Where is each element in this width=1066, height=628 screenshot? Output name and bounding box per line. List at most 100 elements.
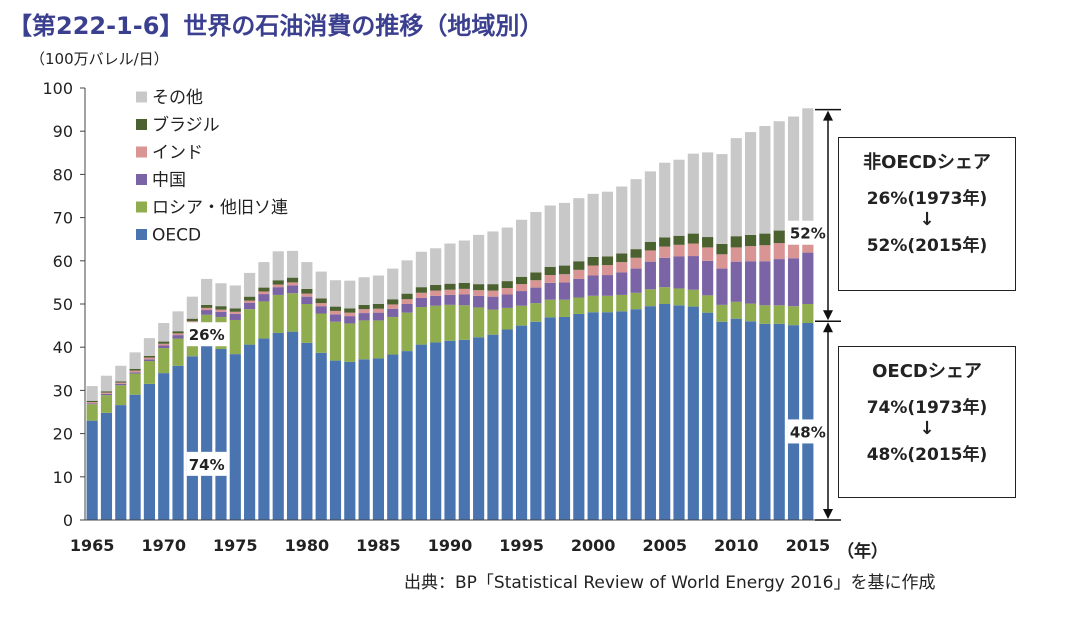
- bar-segment: [286, 285, 299, 294]
- bar-segment: [773, 305, 785, 324]
- bar-segment: [616, 262, 628, 273]
- bar-segment: [430, 290, 442, 296]
- bar-segment: [458, 294, 470, 306]
- bar-segment: [616, 272, 628, 295]
- bar-segment: [687, 306, 699, 520]
- bar-segment: [659, 162, 671, 238]
- bar-segment: [759, 323, 771, 520]
- arrow-up-icon: [823, 322, 833, 333]
- bar-segment: [115, 382, 127, 384]
- bar-segment: [158, 373, 170, 520]
- bar-segment: [444, 340, 456, 520]
- bar-segment: [401, 351, 413, 520]
- bar-segment: [644, 306, 656, 520]
- bar-segment: [473, 337, 485, 520]
- bar-segment: [258, 338, 270, 520]
- bar-segment: [659, 246, 671, 258]
- bar-segment: [644, 241, 656, 251]
- bar-segment: [745, 234, 757, 247]
- bar-segment: [616, 186, 628, 254]
- bar-segment: [458, 282, 470, 289]
- bar-segment: [115, 405, 127, 520]
- bar-segment: [759, 305, 771, 324]
- bar-segment: [358, 320, 370, 360]
- bar-segment: [444, 243, 456, 284]
- bar-segment: [344, 312, 356, 317]
- bar-segment: [759, 245, 771, 262]
- bar-segment: [244, 309, 256, 345]
- bar-segment: [329, 306, 342, 311]
- annotation-box: [186, 451, 227, 476]
- x-tick-label: 1975: [213, 536, 258, 555]
- y-tick-label: 10: [53, 468, 73, 487]
- bar-segment: [201, 345, 213, 520]
- bar-segment: [587, 256, 599, 266]
- bar-segment: [787, 258, 800, 307]
- bar-segment: [458, 288, 470, 295]
- bar-segment: [387, 316, 399, 355]
- bar-segment: [530, 303, 542, 322]
- bar-segment: [601, 275, 614, 296]
- bar-segment: [501, 294, 513, 308]
- bar-segment: [773, 259, 785, 306]
- bar-segment: [544, 266, 556, 276]
- bar-segment: [601, 191, 614, 257]
- bar-segment: [115, 365, 127, 382]
- bar-segment: [100, 391, 113, 393]
- y-tick-label: 40: [53, 338, 73, 357]
- legend-swatch: [136, 229, 147, 240]
- bar-segment: [673, 256, 685, 289]
- bar-segment: [329, 321, 342, 361]
- bar-segment: [86, 402, 98, 404]
- bar-segment: [558, 316, 571, 520]
- bar-segment: [444, 294, 456, 305]
- annotation-box: [787, 220, 828, 245]
- arrow-up-icon: [823, 110, 833, 121]
- bar-segment: [759, 261, 771, 306]
- bar-segment: [515, 219, 528, 277]
- bar-segment: [444, 289, 456, 295]
- y-tick-label: 50: [53, 295, 73, 314]
- bar-segment: [272, 251, 284, 281]
- bar-segment: [244, 272, 256, 297]
- legend-label: ロシア・他旧ソ連: [152, 198, 288, 218]
- oecd-box-2015: 48%(2015年): [866, 445, 988, 465]
- bar-segment: [802, 108, 814, 222]
- bar-segment: [415, 251, 427, 288]
- bar-segment: [315, 298, 327, 304]
- bar-segment: [487, 284, 499, 291]
- chart-title: 【第222-1-6】世界の石油消費の推移（地域別）: [8, 12, 544, 40]
- bar-segment: [344, 308, 356, 313]
- bar-segment: [515, 291, 528, 306]
- bar-segment: [358, 277, 370, 305]
- annotation-box: [787, 419, 828, 444]
- y-tick-label: 70: [53, 209, 73, 228]
- bar-segment: [515, 325, 528, 520]
- bar-segment: [630, 257, 642, 269]
- bar-segment: [244, 344, 256, 520]
- bar-segment: [372, 358, 385, 520]
- x-tick-label: 2015: [786, 536, 831, 555]
- bar-segment: [630, 292, 642, 310]
- bar-segment: [215, 348, 227, 520]
- bar-segment: [415, 344, 427, 520]
- bar-segment: [630, 268, 642, 293]
- legend-swatch: [136, 174, 147, 185]
- bar-segment: [172, 331, 184, 334]
- bar-segment: [601, 256, 614, 266]
- bar-segment: [301, 288, 313, 294]
- bar-segment: [143, 383, 155, 520]
- bar-segment: [544, 205, 556, 267]
- bar-segment: [530, 211, 542, 273]
- bar-segment: [473, 307, 485, 338]
- bar-segment: [802, 304, 814, 324]
- y-tick-label: 0: [63, 511, 73, 530]
- bar-segment: [272, 280, 284, 285]
- bar-segment: [315, 306, 327, 314]
- bar-segment: [315, 271, 327, 299]
- bar-segment: [415, 287, 427, 293]
- bar-segment: [100, 393, 113, 396]
- bar-segment: [558, 202, 571, 266]
- bar-segment: [258, 294, 270, 302]
- bar-segment: [487, 290, 499, 297]
